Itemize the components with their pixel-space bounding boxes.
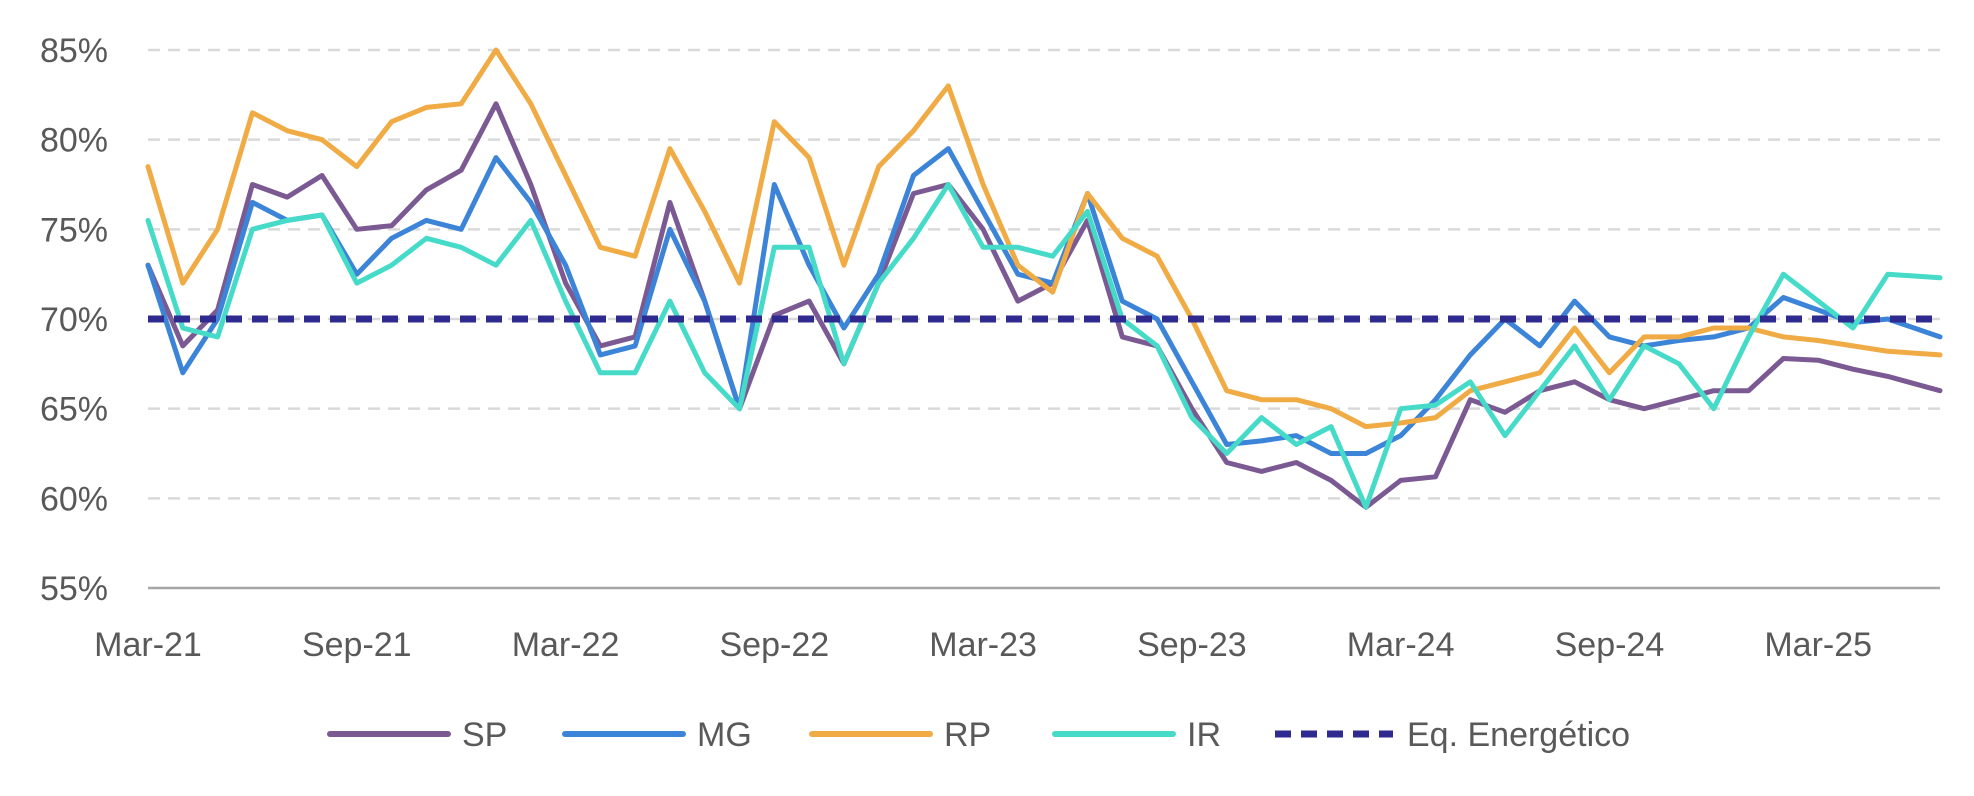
series-line-sp <box>145 101 1943 510</box>
gridlines <box>148 48 1940 500</box>
x-tick-label: Sep-24 <box>1555 626 1665 664</box>
series-line-ir <box>145 182 1943 510</box>
legend-label: SP <box>462 716 507 754</box>
y-tick-label: 55% <box>40 570 108 608</box>
legend-label: IR <box>1187 716 1221 754</box>
series-lines <box>145 47 1943 510</box>
series-line-rp <box>145 47 1943 430</box>
y-tick-label: 75% <box>40 211 108 249</box>
legend: SP MG RP IR Eq. Energético <box>327 716 1630 754</box>
x-tick-label: Mar-22 <box>512 626 620 664</box>
legend-label: Eq. Energético <box>1407 716 1630 754</box>
y-tick-label: 80% <box>40 122 108 160</box>
y-axis-tick-labels: 55% 60% 65% 70% 75% 80% 85% <box>40 32 108 608</box>
y-tick-label: 60% <box>40 480 108 518</box>
x-tick-label: Mar-21 <box>94 626 202 664</box>
y-tick-label: 65% <box>40 391 108 429</box>
legend-label: MG <box>697 716 752 754</box>
legend-label: RP <box>944 716 991 754</box>
x-tick-label: Mar-23 <box>929 626 1037 664</box>
y-tick-label: 85% <box>40 32 108 70</box>
x-tick-label: Sep-23 <box>1137 626 1247 664</box>
x-tick-label: Mar-24 <box>1347 626 1455 664</box>
x-tick-label: Sep-21 <box>302 626 412 664</box>
y-tick-label: 70% <box>40 301 108 339</box>
x-tick-label: Mar-25 <box>1764 626 1872 664</box>
x-tick-label: Sep-22 <box>720 626 830 664</box>
x-axis-tick-labels: Mar-21 Sep-21 Mar-22 Sep-22 Mar-23 Sep-23 Mar-… <box>94 626 1872 664</box>
